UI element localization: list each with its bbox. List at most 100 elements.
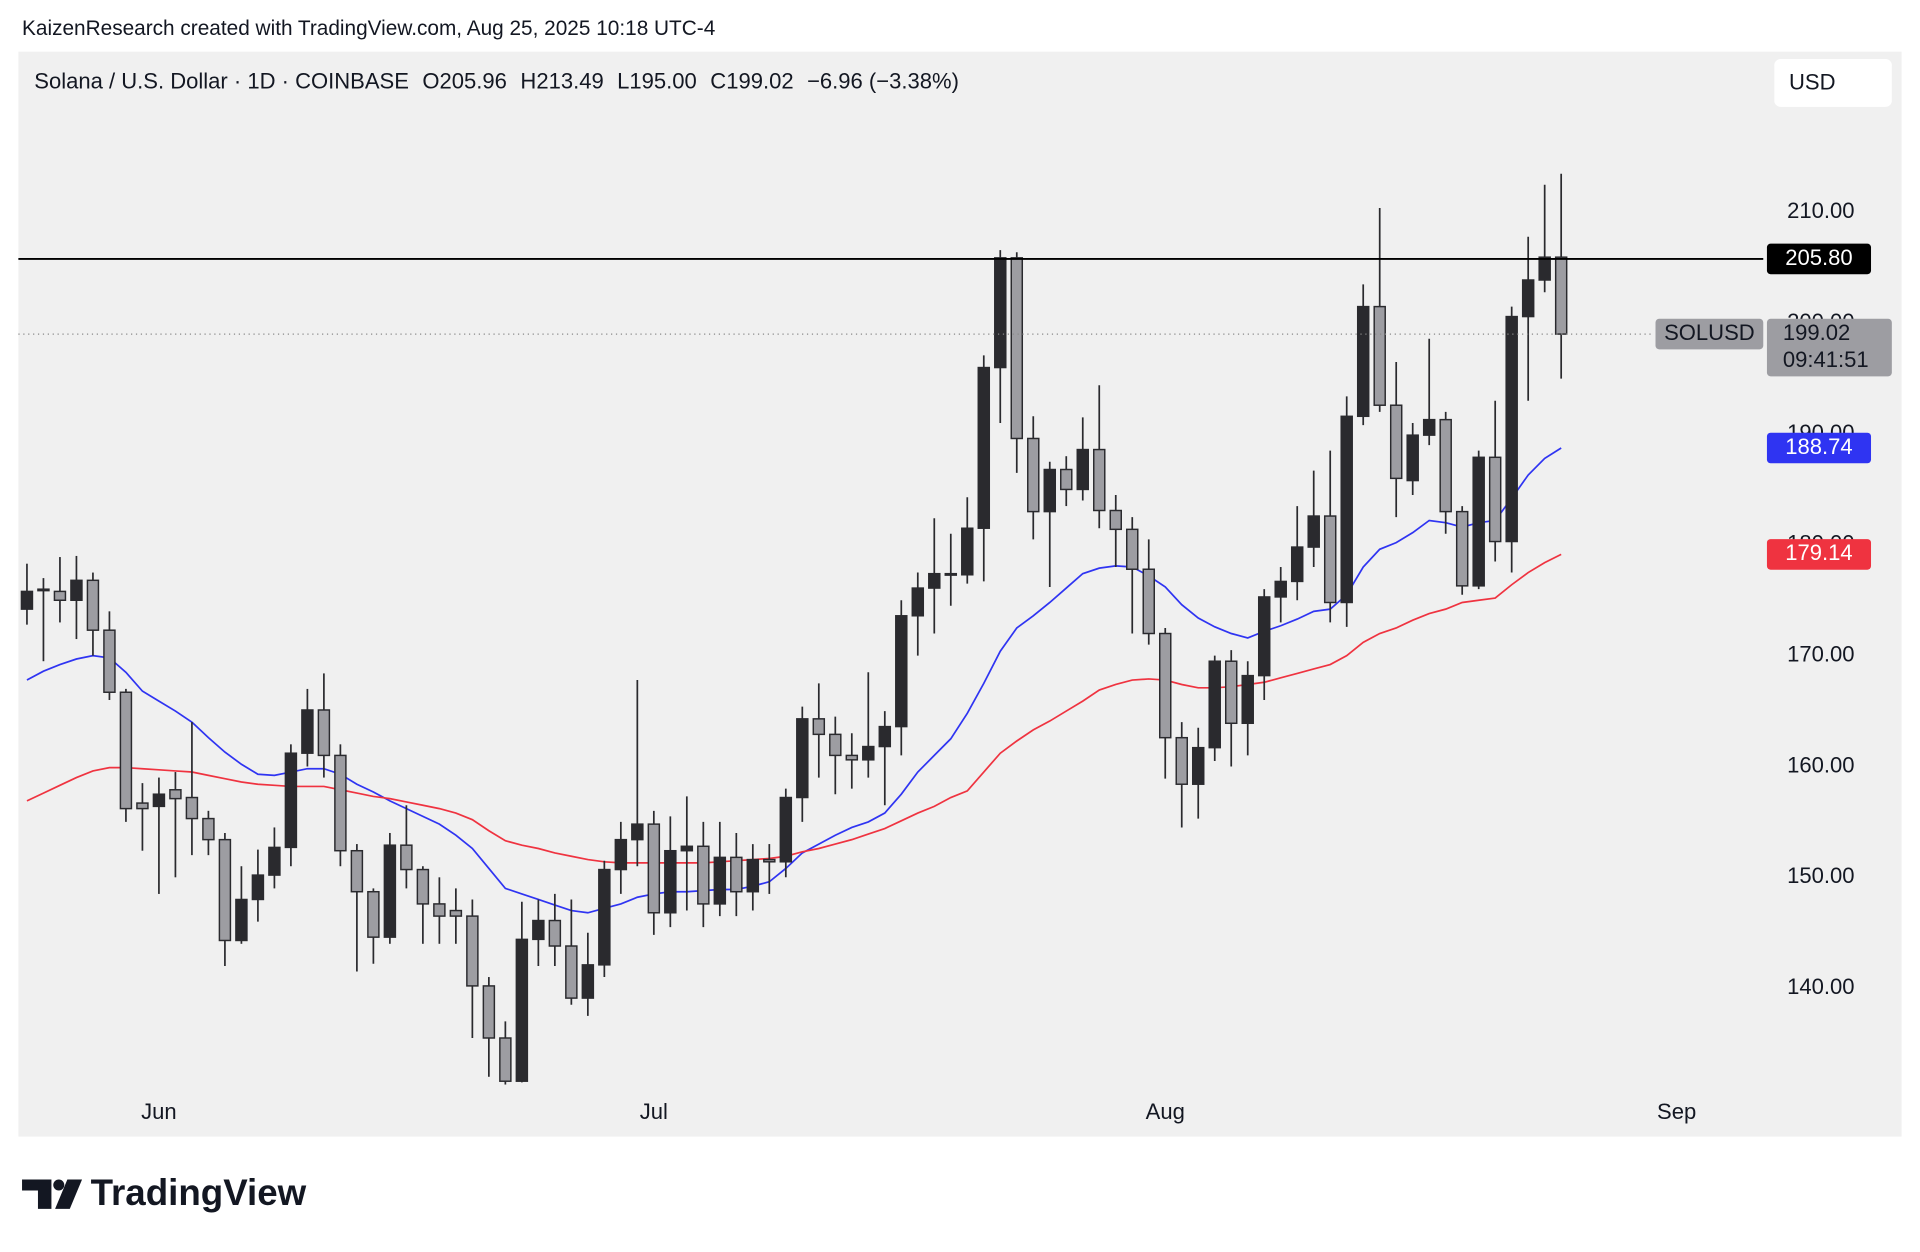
candle-body — [20, 590, 34, 610]
moving-average-price-label: 188.74 — [1785, 434, 1852, 459]
candle-body — [350, 849, 364, 893]
credit: KaizenResearch created with TradingView.… — [22, 17, 715, 40]
candle-body — [284, 752, 298, 849]
candle-body — [1241, 674, 1254, 725]
legend-high: H213.49 — [520, 68, 603, 93]
candle-body — [1175, 736, 1188, 785]
candle-body — [1521, 279, 1535, 318]
candle-body — [1488, 456, 1502, 543]
candle-body — [499, 1037, 512, 1082]
moving-average-price-label: 179.14 — [1785, 540, 1852, 565]
brand-name: TradingView — [91, 1172, 307, 1213]
candle-body — [218, 838, 232, 942]
candle-body — [37, 588, 50, 592]
candle-body — [185, 796, 199, 820]
candle-body — [1406, 434, 1419, 482]
candle-body — [1159, 632, 1172, 739]
candle-body — [878, 725, 892, 748]
candle-body — [1472, 456, 1485, 587]
y-tick-label: 170.00 — [1787, 642, 1854, 667]
y-tick-label: 160.00 — [1787, 752, 1854, 777]
legend: Solana / U.S. Dollar · 1D · COINBASE O20… — [34, 68, 959, 93]
candle-body — [812, 718, 826, 736]
currency-button[interactable] — [1774, 59, 1892, 107]
candle-body — [1323, 515, 1337, 604]
candle-body — [1389, 404, 1403, 480]
candle-body — [961, 527, 974, 576]
moving-average-line — [26, 553, 1562, 864]
last-price-label: 199.02 — [1783, 320, 1850, 345]
candle-body — [713, 856, 727, 905]
candle-body — [1093, 448, 1106, 512]
legend-title: Solana / U.S. Dollar · 1D · COINBASE — [34, 68, 409, 93]
plot-area: 140.00150.00160.00170.00180.00190.00200.… — [18, 173, 1892, 1124]
candle-body — [647, 823, 661, 914]
candle-body — [1010, 257, 1024, 440]
candle-body — [829, 733, 842, 757]
candle-body — [1505, 315, 1518, 543]
candle-body — [796, 718, 809, 799]
legend-open: O205.96 — [422, 68, 507, 93]
brand-logo — [22, 1179, 83, 1209]
x-tick-label: Aug — [1146, 1099, 1185, 1124]
candle-body — [746, 858, 760, 893]
candle-body — [895, 615, 908, 728]
candle-body — [1307, 515, 1320, 548]
moving-average-price-box — [1766, 432, 1872, 464]
currency-label[interactable]: USD — [1789, 69, 1836, 94]
candle-body — [928, 572, 941, 589]
candle-body — [1257, 596, 1271, 677]
candle-body — [301, 709, 314, 754]
candle-body — [664, 849, 677, 914]
candle-body — [944, 572, 958, 576]
candle-body — [1076, 448, 1090, 491]
countdown-label: 09:41:51 — [1783, 347, 1869, 372]
candle-body — [383, 844, 397, 938]
y-tick-label: 210.00 — [1787, 198, 1854, 223]
candle-body — [103, 629, 116, 693]
candle-body — [977, 366, 991, 529]
candle-body — [1027, 437, 1040, 513]
candle-body — [532, 919, 545, 941]
chart-panel — [18, 51, 1902, 1137]
candle-body — [70, 579, 83, 601]
candle-body — [1340, 415, 1353, 604]
symbol-box — [1655, 318, 1764, 350]
candle-body — [169, 789, 182, 800]
candle-body — [152, 793, 166, 808]
candle-body — [911, 587, 925, 617]
candle-body — [466, 915, 479, 987]
candle-body — [994, 257, 1007, 369]
candle-body — [268, 846, 281, 876]
x-tick-label: Jun — [141, 1099, 177, 1124]
candle-body — [565, 945, 578, 999]
candle-body — [367, 890, 380, 938]
candle-body — [1274, 580, 1287, 598]
candle-body — [136, 802, 149, 810]
legend-change: −6.96 (−3.38%) — [807, 68, 959, 93]
hline-price-box — [1766, 243, 1872, 275]
candle-body — [53, 590, 67, 601]
candle-body — [515, 938, 529, 1082]
candle-body — [334, 754, 347, 852]
legend-low: L195.00 — [617, 68, 697, 93]
candle-body — [1126, 528, 1139, 570]
candle-body — [1142, 568, 1155, 635]
candle-body — [779, 796, 793, 863]
moving-average-line — [26, 447, 1562, 914]
candle-body — [416, 868, 430, 905]
candle-body — [235, 898, 248, 942]
candle-body — [1043, 468, 1057, 513]
candle-body — [730, 856, 743, 893]
candle-body — [119, 691, 133, 810]
candle-body — [548, 919, 562, 947]
candle-body — [1060, 468, 1073, 491]
candle-body — [1373, 305, 1386, 406]
candle-body — [1191, 746, 1205, 785]
candle-body — [449, 909, 463, 917]
candle-body — [1208, 660, 1221, 749]
candle-body — [614, 838, 628, 871]
